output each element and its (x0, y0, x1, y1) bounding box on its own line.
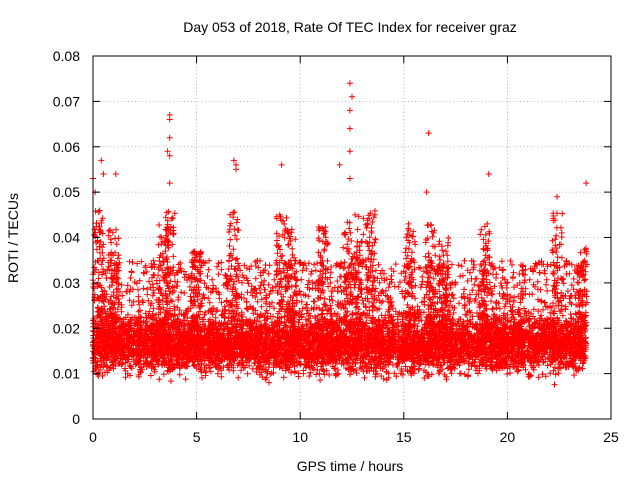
x-tick-label: 25 (603, 429, 619, 445)
y-tick-label: 0 (72, 411, 80, 427)
y-tick-labels: 0 0.01 0.02 0.03 0.04 0.05 0.06 0.07 0.08 (53, 48, 80, 427)
data-points (90, 80, 590, 388)
scatter-points (90, 80, 590, 388)
x-tick-label: 15 (396, 429, 412, 445)
y-tick-label: 0.01 (53, 366, 80, 382)
y-tick-label: 0.04 (53, 230, 80, 246)
y-tick-label: 0.02 (53, 320, 80, 336)
y-tick-label: 0.03 (53, 275, 80, 291)
x-tick-label: 10 (292, 429, 308, 445)
y-tick-label: 0.07 (53, 93, 80, 109)
y-tick-label: 0.08 (53, 48, 80, 64)
y-tick-label: 0.05 (53, 184, 80, 200)
axis-ticks (92, 55, 612, 420)
x-tick-label: 20 (500, 429, 516, 445)
y-axis-label: ROTI / TECUs (5, 193, 21, 283)
x-axis-label: GPS time / hours (297, 458, 404, 474)
x-tick-label: 0 (89, 429, 97, 445)
x-tick-labels: 0 5 10 15 20 25 (89, 429, 619, 445)
y-tick-label: 0.06 (53, 139, 80, 155)
chart-title: Day 053 of 2018, Rate Of TEC Index for r… (183, 19, 517, 35)
x-tick-label: 5 (193, 429, 201, 445)
